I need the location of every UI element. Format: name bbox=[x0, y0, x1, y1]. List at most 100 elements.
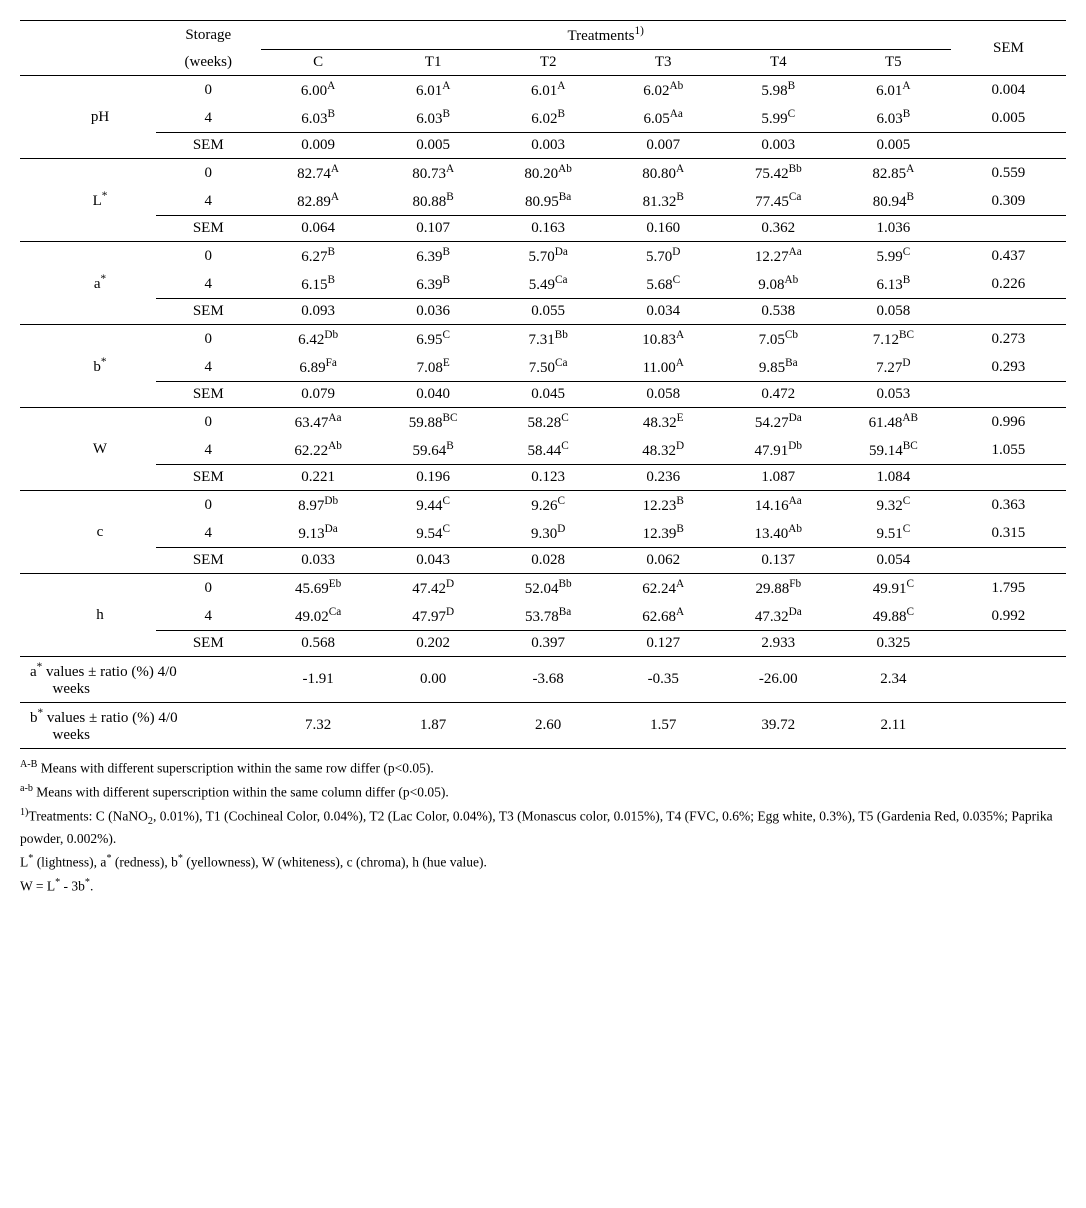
sem-cell: 0.437 bbox=[951, 242, 1066, 271]
table-row: pH06.00A6.01A6.01A6.02Ab5.98B6.01A0.004 bbox=[20, 76, 1066, 105]
value-cell: 0.123 bbox=[491, 465, 606, 491]
value-cell: 29.88Fb bbox=[721, 574, 836, 603]
sem-cell: 0.559 bbox=[951, 159, 1066, 188]
storage-cell: 4 bbox=[156, 104, 261, 133]
value-cell: 80.94B bbox=[836, 187, 951, 216]
table-row: 462.22Ab59.64B58.44C48.32D47.91Db59.14BC… bbox=[20, 436, 1066, 465]
table-row: SEM0.0790.0400.0450.0580.4720.053 bbox=[20, 382, 1066, 408]
value-cell: 0.028 bbox=[491, 548, 606, 574]
value-cell: 59.14BC bbox=[836, 436, 951, 465]
value-cell: 6.01A bbox=[491, 76, 606, 105]
value-cell: 0.472 bbox=[721, 382, 836, 408]
value-cell: 7.31Bb bbox=[491, 325, 606, 354]
sem-cell: 0.363 bbox=[951, 491, 1066, 520]
value-cell: 13.40Ab bbox=[721, 519, 836, 548]
ratio-value: 1.87 bbox=[376, 703, 491, 749]
value-cell: 45.69Eb bbox=[261, 574, 376, 603]
value-cell: 5.70Da bbox=[491, 242, 606, 271]
footnote-line: L* (lightness), a* (redness), b* (yellow… bbox=[20, 851, 1066, 873]
value-cell: 47.32Da bbox=[721, 602, 836, 631]
value-cell: 6.89Fa bbox=[261, 353, 376, 382]
value-cell: 48.32E bbox=[606, 408, 721, 437]
value-cell: 5.99C bbox=[836, 242, 951, 271]
value-cell: 9.85Ba bbox=[721, 353, 836, 382]
value-cell: 5.99C bbox=[721, 104, 836, 133]
value-cell: 0.160 bbox=[606, 216, 721, 242]
footnote-line: 1)Treatments: C (NaNO2, 0.01%), T1 (Coch… bbox=[20, 805, 1066, 850]
storage-cell: 0 bbox=[156, 76, 261, 105]
value-cell: 6.42Db bbox=[261, 325, 376, 354]
table-row: SEM0.0330.0430.0280.0620.1370.054 bbox=[20, 548, 1066, 574]
value-cell: 0.538 bbox=[721, 299, 836, 325]
header-treatments: Treatments1) bbox=[261, 21, 951, 50]
value-cell: 53.78Ba bbox=[491, 602, 606, 631]
value-cell: 6.05Aa bbox=[606, 104, 721, 133]
storage-cell: SEM bbox=[156, 382, 261, 408]
value-cell: 62.24A bbox=[606, 574, 721, 603]
value-cell: 9.54C bbox=[376, 519, 491, 548]
row-group-label: a* bbox=[20, 242, 156, 325]
storage-cell: SEM bbox=[156, 133, 261, 159]
value-cell: 9.32C bbox=[836, 491, 951, 520]
table-row: 46.89Fa7.08E7.50Ca11.00A9.85Ba7.27D0.293 bbox=[20, 353, 1066, 382]
sem-cell bbox=[951, 216, 1066, 242]
value-cell: 0.003 bbox=[491, 133, 606, 159]
value-cell: 6.39B bbox=[376, 270, 491, 299]
value-cell: 5.70D bbox=[606, 242, 721, 271]
value-cell: 80.88B bbox=[376, 187, 491, 216]
value-cell: 6.39B bbox=[376, 242, 491, 271]
value-cell: 0.055 bbox=[491, 299, 606, 325]
table-row: 482.89A80.88B80.95Ba81.32B77.45Ca80.94B0… bbox=[20, 187, 1066, 216]
ratio-label: a* values ± ratio (%) 4/0 weeks bbox=[20, 657, 261, 703]
storage-cell: SEM bbox=[156, 465, 261, 491]
value-cell: 10.83A bbox=[606, 325, 721, 354]
value-cell: 0.005 bbox=[836, 133, 951, 159]
value-cell: 12.39B bbox=[606, 519, 721, 548]
sem-cell: 0.226 bbox=[951, 270, 1066, 299]
storage-cell: SEM bbox=[156, 548, 261, 574]
value-cell: 12.27Aa bbox=[721, 242, 836, 271]
value-cell: 77.45Ca bbox=[721, 187, 836, 216]
sem-cell bbox=[951, 133, 1066, 159]
value-cell: 0.043 bbox=[376, 548, 491, 574]
value-cell: 0.034 bbox=[606, 299, 721, 325]
table-row: 449.02Ca47.97D53.78Ba62.68A47.32Da49.88C… bbox=[20, 602, 1066, 631]
value-cell: 12.23B bbox=[606, 491, 721, 520]
row-group-label: c bbox=[20, 491, 156, 574]
sem-cell: 1.795 bbox=[951, 574, 1066, 603]
ratio-value: 39.72 bbox=[721, 703, 836, 749]
value-cell: 0.003 bbox=[721, 133, 836, 159]
sem-cell bbox=[951, 382, 1066, 408]
table-row: W063.47Aa59.88BC58.28C48.32E54.27Da61.48… bbox=[20, 408, 1066, 437]
value-cell: 1.084 bbox=[836, 465, 951, 491]
ratio-value: 2.34 bbox=[836, 657, 951, 703]
table-row: h045.69Eb47.42D52.04Bb62.24A29.88Fb49.91… bbox=[20, 574, 1066, 603]
value-cell: 6.15B bbox=[261, 270, 376, 299]
row-group-label: h bbox=[20, 574, 156, 657]
ratio-value: -1.91 bbox=[261, 657, 376, 703]
storage-cell: 4 bbox=[156, 353, 261, 382]
value-cell: 5.98B bbox=[721, 76, 836, 105]
value-cell: 7.08E bbox=[376, 353, 491, 382]
value-cell: 47.91Db bbox=[721, 436, 836, 465]
value-cell: 11.00A bbox=[606, 353, 721, 382]
value-cell: 61.48AB bbox=[836, 408, 951, 437]
value-cell: 6.01A bbox=[376, 76, 491, 105]
sem-cell: 0.293 bbox=[951, 353, 1066, 382]
value-cell: 49.88C bbox=[836, 602, 951, 631]
storage-cell: 4 bbox=[156, 270, 261, 299]
ratio-value: 2.11 bbox=[836, 703, 951, 749]
value-cell: 58.44C bbox=[491, 436, 606, 465]
value-cell: 6.03B bbox=[836, 104, 951, 133]
value-cell: 2.933 bbox=[721, 631, 836, 657]
ratio-value: 0.00 bbox=[376, 657, 491, 703]
value-cell: 9.44C bbox=[376, 491, 491, 520]
table-row: SEM0.0090.0050.0030.0070.0030.005 bbox=[20, 133, 1066, 159]
table-row: SEM0.0640.1070.1630.1600.3621.036 bbox=[20, 216, 1066, 242]
row-group-label: L* bbox=[20, 159, 156, 242]
header-col-c: C bbox=[261, 50, 376, 76]
header-col-t1: T1 bbox=[376, 50, 491, 76]
value-cell: 7.27D bbox=[836, 353, 951, 382]
ratio-row: b* values ± ratio (%) 4/0 weeks7.321.872… bbox=[20, 703, 1066, 749]
sem-cell: 0.996 bbox=[951, 408, 1066, 437]
